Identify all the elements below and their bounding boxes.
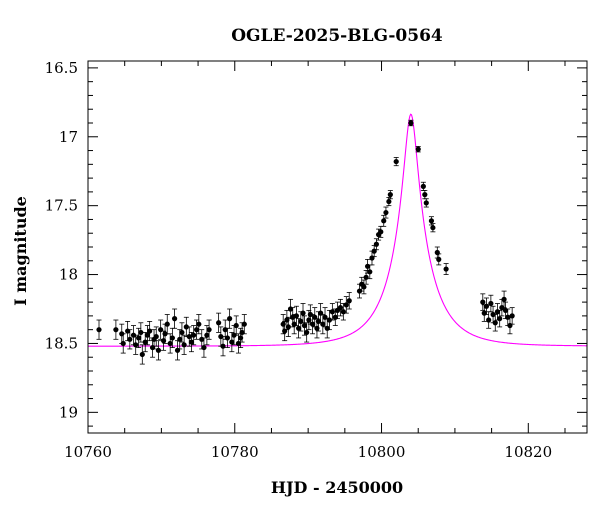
y-axis-label: I magnitude bbox=[11, 196, 30, 306]
data-point bbox=[138, 329, 144, 336]
data-point bbox=[443, 266, 449, 272]
data-point bbox=[233, 322, 239, 329]
data-point bbox=[186, 333, 192, 340]
data-point bbox=[408, 120, 414, 126]
data-point bbox=[177, 336, 183, 342]
data-point bbox=[188, 339, 195, 345]
data-point bbox=[204, 332, 210, 338]
plot-frame bbox=[87, 60, 588, 434]
chart-title: OGLE-2025-BLG-0564 bbox=[231, 26, 443, 46]
data-point bbox=[127, 336, 133, 342]
data-point bbox=[183, 324, 189, 330]
data-point bbox=[220, 343, 226, 349]
data-point bbox=[201, 344, 207, 351]
data-point bbox=[428, 218, 435, 224]
y-tick-label: 17 bbox=[59, 128, 78, 146]
data-point bbox=[343, 302, 349, 308]
data-point bbox=[169, 335, 175, 341]
data-point bbox=[113, 327, 119, 333]
data-point bbox=[373, 241, 379, 247]
data-point bbox=[144, 332, 151, 338]
x-axis-label: HJD - 2450000 bbox=[271, 478, 403, 497]
data-point bbox=[206, 327, 212, 333]
data-point bbox=[378, 229, 384, 235]
data-point bbox=[120, 340, 126, 347]
data-point bbox=[393, 158, 399, 165]
data-point bbox=[224, 335, 231, 341]
data-point bbox=[420, 183, 426, 189]
data-point bbox=[142, 339, 148, 345]
data-point bbox=[296, 325, 302, 331]
data-point bbox=[501, 296, 507, 302]
data-point bbox=[293, 313, 300, 319]
data-point bbox=[300, 310, 306, 316]
y-tick-label: 19 bbox=[59, 403, 78, 421]
data-point bbox=[436, 256, 442, 262]
data-point bbox=[153, 333, 159, 340]
data-point bbox=[139, 351, 145, 358]
plot-content bbox=[88, 113, 587, 365]
data-point bbox=[340, 309, 346, 315]
y-tick-label: 17.5 bbox=[45, 197, 78, 215]
data-point bbox=[96, 327, 102, 333]
data-point bbox=[422, 192, 428, 198]
data-point bbox=[480, 299, 486, 305]
model-curve bbox=[88, 113, 587, 347]
axis-ticks: 10760 10780 10800 10820 16.5 17 17.5 18 18.5 19 bbox=[45, 59, 587, 461]
data-point bbox=[158, 327, 164, 333]
data-point bbox=[194, 327, 200, 333]
data-point bbox=[147, 328, 153, 334]
data-point bbox=[320, 321, 326, 327]
data-point bbox=[304, 329, 310, 336]
y-tick-label: 18 bbox=[59, 266, 78, 284]
data-points bbox=[96, 119, 515, 365]
data-point bbox=[381, 218, 387, 224]
y-tick-label: 18.5 bbox=[45, 334, 78, 352]
data-point bbox=[196, 321, 202, 327]
data-point bbox=[430, 225, 436, 231]
data-point bbox=[383, 209, 389, 216]
data-point bbox=[337, 305, 344, 311]
data-point bbox=[367, 269, 373, 275]
data-point bbox=[155, 347, 162, 353]
x-tick-label: 10780 bbox=[211, 443, 259, 461]
data-point bbox=[171, 316, 178, 322]
data-point bbox=[423, 200, 429, 206]
data-point bbox=[309, 321, 316, 327]
data-point bbox=[229, 339, 235, 345]
x-tick-label: 10760 bbox=[64, 443, 112, 461]
y-tick-label: 16.5 bbox=[45, 59, 78, 77]
data-point bbox=[181, 342, 187, 348]
data-point bbox=[492, 320, 498, 326]
x-tick-label: 10800 bbox=[358, 443, 406, 461]
data-point bbox=[486, 317, 492, 323]
data-point bbox=[361, 284, 367, 290]
data-point bbox=[136, 335, 142, 341]
data-point bbox=[509, 313, 515, 319]
data-point bbox=[386, 198, 392, 205]
data-point bbox=[285, 324, 291, 330]
data-point bbox=[329, 309, 335, 315]
data-point bbox=[133, 342, 139, 348]
data-point bbox=[167, 340, 173, 347]
data-point bbox=[326, 317, 333, 323]
data-point bbox=[216, 320, 222, 326]
data-point bbox=[415, 146, 421, 152]
data-point bbox=[241, 321, 247, 327]
data-point bbox=[227, 316, 233, 322]
data-point bbox=[301, 322, 308, 329]
data-point bbox=[483, 303, 490, 309]
data-point bbox=[497, 316, 503, 322]
data-point bbox=[191, 332, 197, 338]
x-tick-label: 10820 bbox=[504, 443, 552, 461]
data-point bbox=[387, 192, 393, 198]
data-point bbox=[179, 329, 185, 336]
data-point bbox=[346, 298, 352, 304]
data-point bbox=[164, 321, 170, 327]
data-point bbox=[363, 274, 369, 280]
data-point bbox=[488, 300, 494, 307]
